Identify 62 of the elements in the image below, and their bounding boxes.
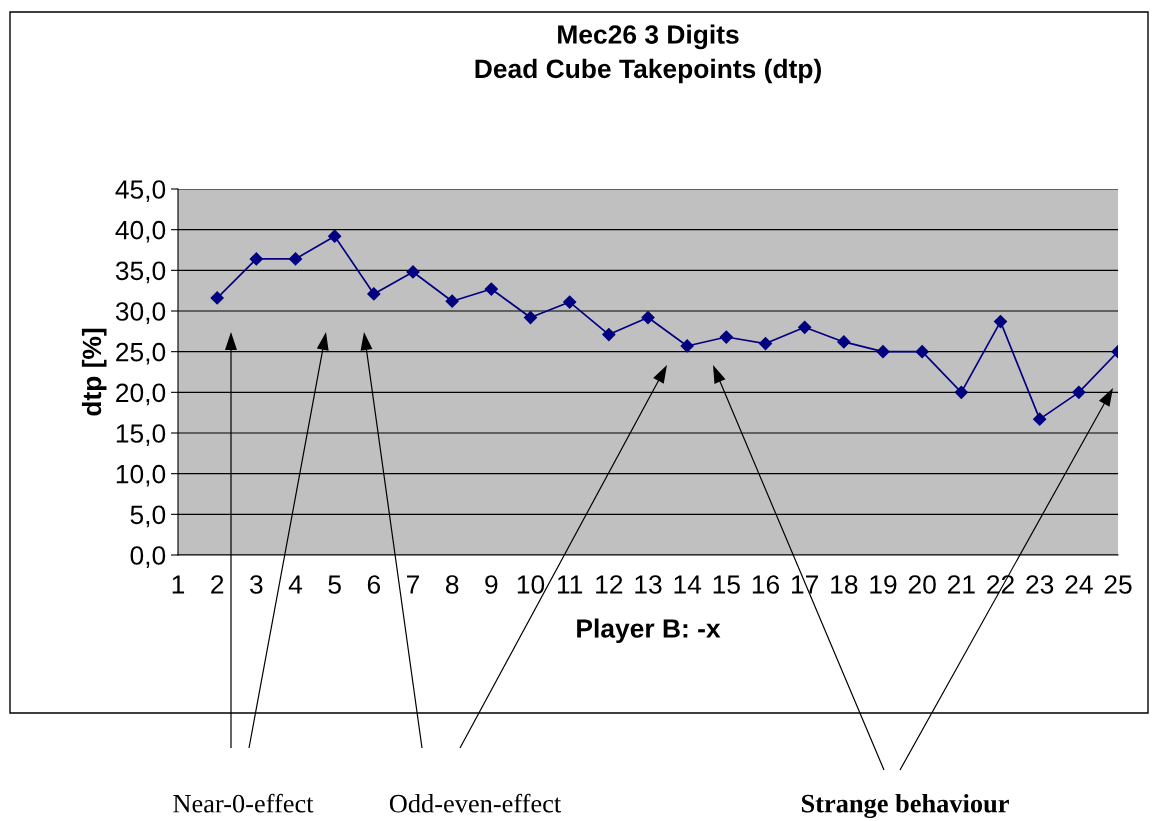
point bbox=[993, 314, 1008, 329]
point bbox=[367, 287, 381, 301]
text: Near-0-effect bbox=[173, 793, 314, 813]
x-tick-label: 14 bbox=[674, 575, 702, 594]
y-tick-label: 45,0 bbox=[115, 180, 166, 202]
point bbox=[210, 291, 224, 305]
point bbox=[328, 229, 342, 243]
y-tick-label: 35,0 bbox=[115, 261, 166, 284]
y-tick-label: 15,0 bbox=[116, 424, 166, 446]
x-tick-label: 8 bbox=[445, 575, 459, 594]
y-tick-label: 0,0 bbox=[130, 546, 166, 568]
x-tick-label: 16 bbox=[752, 575, 780, 594]
text: Strange behaviour bbox=[801, 793, 1009, 819]
x-tick-label: 7 bbox=[407, 575, 420, 594]
y-tick-label: 20,0 bbox=[116, 383, 166, 406]
y-axis-title: dtp [%] bbox=[81, 328, 107, 416]
x-tick-label: 2 bbox=[211, 575, 224, 594]
x-tick-label: 3 bbox=[250, 575, 263, 594]
x-tick-label: 11 bbox=[557, 575, 583, 594]
x-tick-label: 24 bbox=[1065, 575, 1093, 594]
text: Odd-even-effect bbox=[389, 793, 562, 813]
y-tick-label: 40,0 bbox=[115, 220, 166, 243]
point bbox=[1033, 412, 1047, 426]
y-tick-label: 10,0 bbox=[116, 464, 166, 487]
y-tick-label: 25,0 bbox=[116, 342, 166, 365]
point bbox=[484, 282, 498, 296]
point bbox=[288, 252, 303, 266]
point bbox=[249, 252, 263, 266]
x-tick-label: 13 bbox=[635, 575, 662, 594]
point bbox=[641, 310, 655, 325]
x-tick-label: 6 bbox=[367, 575, 381, 594]
point bbox=[602, 327, 616, 342]
x-tick-label: 23 bbox=[1026, 575, 1054, 594]
x-tick-label: 15 bbox=[713, 575, 740, 594]
x-axis-title: Player B: -x bbox=[577, 618, 721, 644]
point bbox=[523, 310, 538, 325]
point bbox=[445, 294, 459, 308]
point bbox=[563, 295, 577, 309]
x-tick-label: 5 bbox=[328, 575, 341, 594]
point bbox=[406, 265, 420, 279]
point bbox=[719, 330, 733, 344]
point bbox=[798, 320, 812, 334]
x-tick-label: 19 bbox=[870, 575, 897, 594]
y-tick-label: 30,0 bbox=[115, 302, 166, 324]
x-tick-label: 10 bbox=[517, 575, 545, 594]
chart-title: Mec26 3 Digits Dead Cube Takepoints (dtp) bbox=[475, 24, 821, 84]
x-tick-label: 9 bbox=[485, 575, 498, 594]
x-tick-label: 1 bbox=[172, 575, 185, 594]
point bbox=[837, 335, 851, 349]
point bbox=[954, 385, 968, 399]
point bbox=[758, 336, 773, 351]
point bbox=[876, 345, 890, 359]
point bbox=[915, 345, 929, 359]
x-tick-label: 21 bbox=[947, 575, 975, 594]
point bbox=[1072, 385, 1086, 399]
x-tick-label: 18 bbox=[831, 575, 858, 594]
point bbox=[680, 339, 694, 353]
x-tick-label: 12 bbox=[596, 575, 623, 594]
x-tick-label: 20 bbox=[908, 575, 936, 594]
x-tick-label: 25 bbox=[1104, 575, 1132, 594]
y-tick-label: 5,0 bbox=[130, 505, 166, 528]
x-tick-label: 4 bbox=[288, 575, 303, 594]
